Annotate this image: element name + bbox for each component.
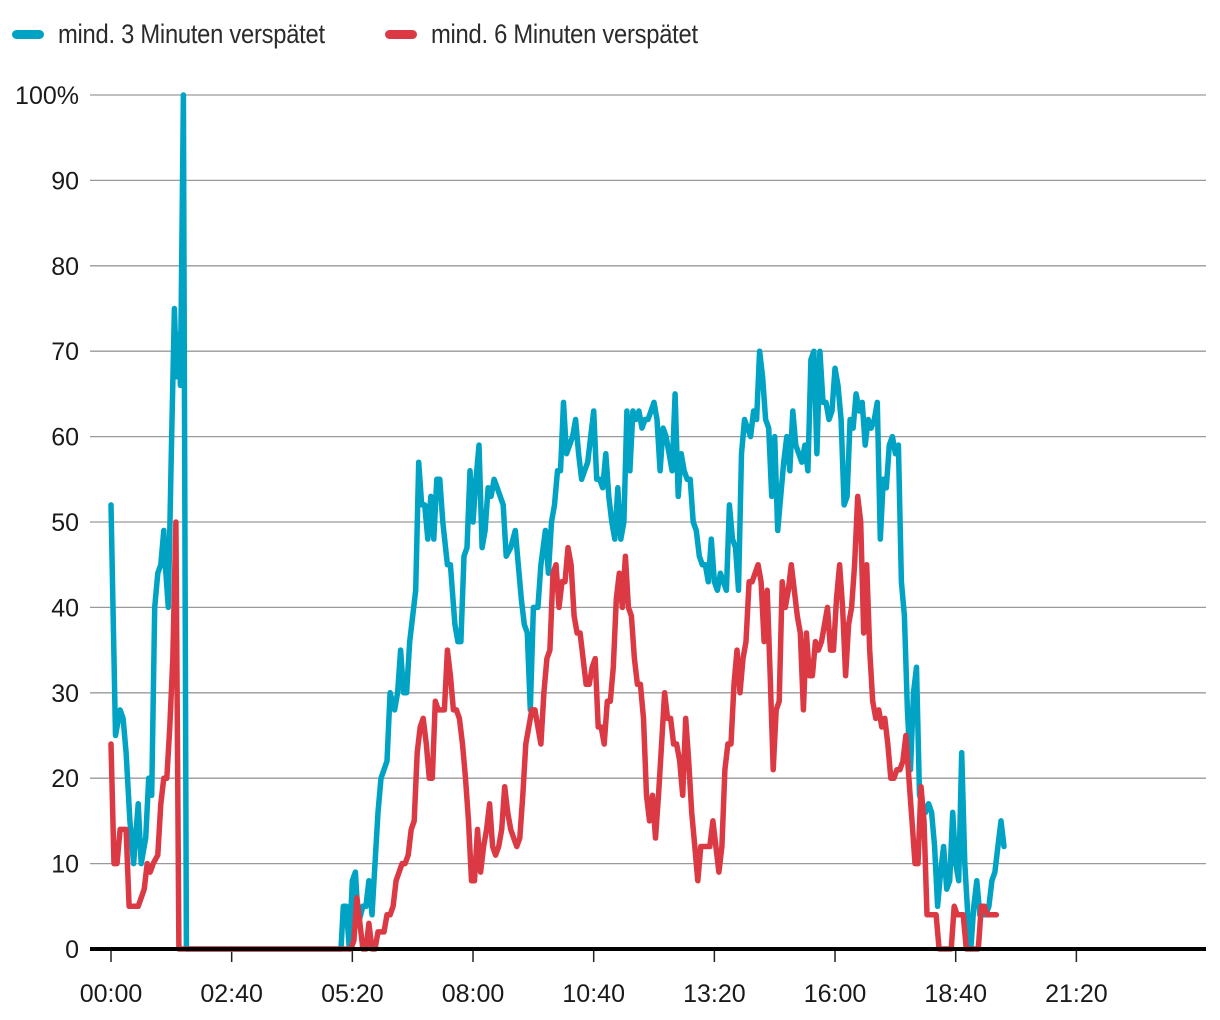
- y-tick-label: 20: [51, 765, 79, 793]
- legend-label: mind. 3 Minuten verspätet: [58, 18, 325, 49]
- x-tick-label: 02:40: [200, 980, 263, 1008]
- legend-swatch-red: [385, 29, 418, 39]
- series-3min-line: [108, 92, 1007, 952]
- y-tick-label: 50: [51, 509, 79, 537]
- grid-lines: [90, 94, 1206, 865]
- y-tick-label: 10: [51, 851, 79, 879]
- x-tick-label: 18:40: [924, 980, 987, 1008]
- series-lines: [108, 92, 1007, 952]
- legend-item-3min[interactable]: mind. 3 Minuten verspätet: [12, 19, 361, 50]
- legend-swatch-blue: [12, 29, 44, 39]
- y-tick-label: 90: [51, 167, 79, 195]
- series-6min-line: [108, 493, 1000, 952]
- legend-label: mind. 6 Minuten verspätet: [431, 18, 698, 49]
- x-axis: 00:00 02:40 05:20 08:00 10:40 13:20 16:00 18:40…: [80, 951, 1108, 1008]
- chart-legend: mind. 3 Minuten verspätet mind. 6 Minute…: [12, 14, 758, 54]
- x-tick-label: 16:00: [804, 980, 867, 1008]
- y-axis-labels: 0 10 20 30 40 50 60 70 80 90 100%: [15, 82, 79, 964]
- y-tick-label: 80: [51, 253, 79, 281]
- y-tick-label: 100%: [15, 82, 79, 110]
- x-tick-label: 10:40: [562, 980, 625, 1008]
- y-tick-label: 0: [65, 936, 79, 964]
- y-tick-label: 70: [51, 338, 79, 366]
- y-tick-label: 60: [51, 424, 79, 452]
- x-tick-label: 13:20: [683, 980, 746, 1008]
- x-tick-label: 05:20: [321, 980, 384, 1008]
- y-tick-label: 40: [51, 594, 79, 622]
- x-tick-label: 08:00: [442, 980, 505, 1008]
- y-tick-label: 30: [51, 680, 79, 708]
- legend-item-6min[interactable]: mind. 6 Minuten verspätet: [385, 19, 734, 50]
- x-tick-label: 21:20: [1045, 980, 1108, 1008]
- x-tick-label: 00:00: [80, 980, 143, 1008]
